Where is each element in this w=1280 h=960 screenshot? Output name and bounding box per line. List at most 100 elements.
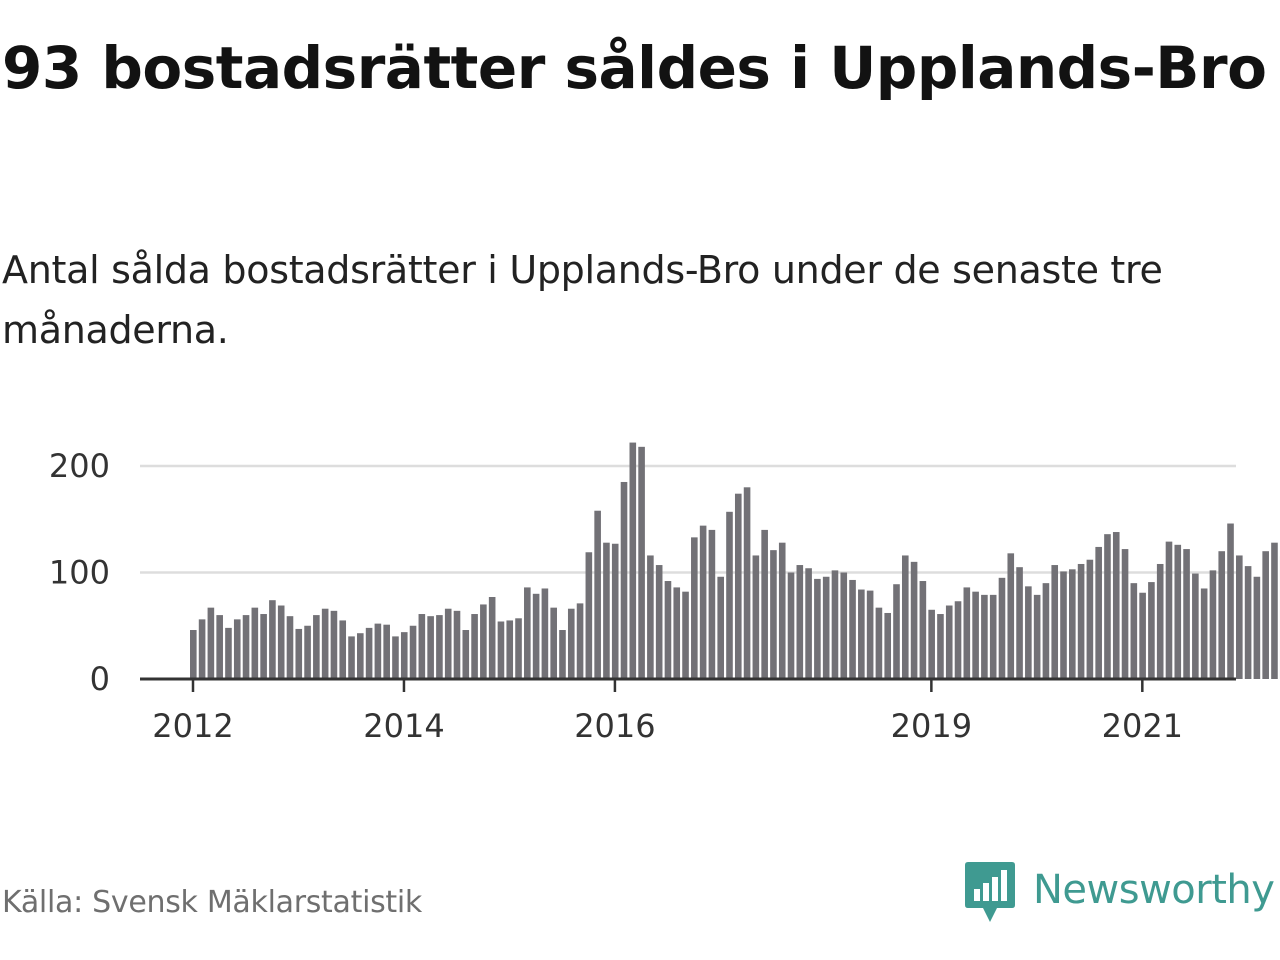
bars [190,442,1280,680]
bar [620,481,628,679]
x-tick-label: 2021 [1102,707,1183,745]
bar [743,487,751,679]
bar [981,594,988,679]
bar [1042,583,1050,679]
bar [444,608,452,679]
bar [647,555,654,679]
bar [269,600,276,679]
bar [515,618,522,679]
bar [409,625,417,679]
bar [1200,588,1208,679]
y-tick-label: 200 [49,447,110,485]
bar [673,587,681,679]
bar [691,537,698,679]
bar [726,511,733,679]
bar [242,615,250,679]
bar [1209,570,1217,679]
bar [910,561,918,679]
bar [330,610,338,679]
bar [1051,565,1059,679]
bar [770,550,777,679]
bar [277,605,285,679]
bar [717,576,724,679]
bar [1192,573,1199,679]
bar [427,616,434,679]
bar [875,607,883,679]
bar [708,529,716,679]
x-tick-label: 2012 [152,707,233,745]
bar [286,616,294,679]
page-title: 93 bostadsrätter såldes i Upplands-Bro [2,34,1267,102]
bar [585,552,593,679]
bar [453,610,461,679]
source-note: Källa: Svensk Mäklarstatistik [2,885,423,920]
bar [497,621,505,679]
bar [699,525,707,679]
bar [1218,551,1226,679]
bar [392,636,399,679]
bar [1174,544,1182,679]
bar [1033,594,1041,679]
bar [1262,551,1269,679]
bar [866,590,874,679]
bar [207,607,215,679]
y-axis-ticks: 0 100 200 [49,447,110,698]
bar [787,572,795,679]
bar [937,614,944,679]
bar [357,633,364,679]
bar [1095,546,1102,679]
bar [1130,583,1138,679]
bar [418,614,426,679]
bar [260,614,267,679]
bar [321,608,329,679]
bar [1156,563,1164,679]
bar [611,543,619,679]
bar [1244,566,1252,679]
bar [840,572,848,679]
x-tick-label: 2014 [363,707,444,745]
bar [216,615,223,679]
bar [383,624,390,679]
bar [901,555,909,679]
bar [436,615,443,679]
bar [462,630,470,679]
bar [1183,549,1190,679]
chart-subtitle: Antal sålda bostadsrätter i Upplands-Bro… [2,248,1163,352]
bar [1227,523,1234,679]
bar [1121,549,1129,679]
bar [1077,563,1085,679]
bar [963,587,971,679]
bar [365,627,373,679]
bar [893,584,900,679]
bar [928,609,935,679]
y-tick-label: 0 [90,660,110,698]
bar [524,587,531,679]
bar [594,510,601,679]
bar [945,605,953,679]
bar [251,607,259,679]
bar [1165,541,1173,679]
bar [629,442,637,679]
bar [1016,567,1023,679]
bar [339,620,347,679]
bar [471,614,478,679]
bar [1086,559,1094,679]
bar [1104,534,1111,679]
bar [805,568,812,679]
bar [664,581,672,679]
y-tick-label: 100 [49,554,110,592]
bar [576,603,584,679]
bar [998,577,1006,679]
bar [822,576,830,679]
bar [1236,555,1243,679]
bar [1148,582,1155,679]
bar [603,542,610,679]
bar [796,565,804,679]
bar [304,625,311,679]
bar [1112,532,1120,679]
bar [849,579,856,679]
bar [190,630,197,679]
x-tick-label: 2019 [891,707,972,745]
bar [198,619,206,679]
